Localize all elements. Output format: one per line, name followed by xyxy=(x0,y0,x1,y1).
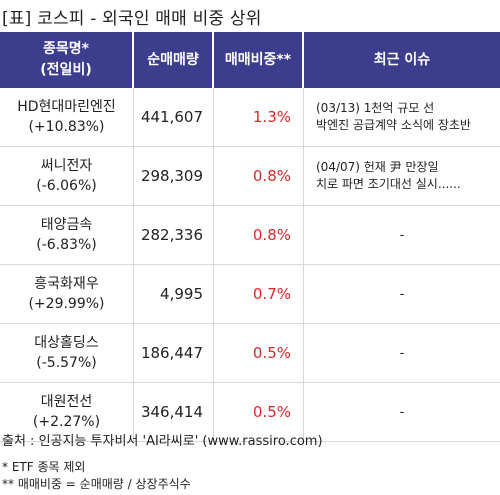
trade-ratio: 0.5% xyxy=(214,383,304,441)
trade-ratio: 0.8% xyxy=(214,206,304,264)
stock-cell: 흥국화재우 (+29.99%) xyxy=(0,265,134,323)
foreign-trading-table: 종목명* (전일비) 순매매량 매매비중** 최근 이슈 HD현대마린엔진 (+… xyxy=(0,32,500,442)
stock-change: (-6.83%) xyxy=(36,237,97,253)
header-net-volume: 순매매량 xyxy=(134,32,214,88)
stock-change: (+29.99%) xyxy=(28,296,105,312)
net-volume: 282,336 xyxy=(134,206,214,264)
stock-name: 대원전선 xyxy=(40,394,93,410)
table-row: 써니전자 (-6.06%) 298,309 0.8% (04/07) 헌재 尹 … xyxy=(0,147,500,206)
stock-cell: 대원전선 (+2.27%) xyxy=(0,383,134,441)
table-header: 종목명* (전일비) 순매매량 매매비중** 최근 이슈 xyxy=(0,32,500,88)
stock-change: (-6.06%) xyxy=(36,178,97,194)
recent-issue: (04/07) 헌재 尹 만장일 치로 파면 조기대선 실시...... xyxy=(304,147,500,205)
trade-ratio: 0.8% xyxy=(214,147,304,205)
stock-cell: 태양금속 (-6.83%) xyxy=(0,206,134,264)
net-volume: 4,995 xyxy=(134,265,214,323)
issue-text: - xyxy=(399,345,405,361)
issue-text: - xyxy=(399,286,405,302)
stock-cell: 써니전자 (-6.06%) xyxy=(0,147,134,205)
stock-change: (-5.57%) xyxy=(36,355,97,371)
net-volume: 186,447 xyxy=(134,324,214,382)
header-stock-name: 종목명* (전일비) xyxy=(0,32,134,88)
net-volume: 441,607 xyxy=(134,88,214,146)
stock-name: HD현대마린엔진 xyxy=(17,99,116,115)
stock-cell: HD현대마린엔진 (+10.83%) xyxy=(0,88,134,146)
header-recent-issue: 최근 이슈 xyxy=(304,32,500,88)
net-volume: 298,309 xyxy=(134,147,214,205)
table-row: 대원전선 (+2.27%) 346,414 0.5% - xyxy=(0,383,500,442)
stock-change: (+10.83%) xyxy=(28,119,105,135)
recent-issue: - xyxy=(304,324,500,382)
recent-issue: - xyxy=(304,265,500,323)
table-row: 대상홀딩스 (-5.57%) 186,447 0.5% - xyxy=(0,324,500,383)
stock-name: 흥국화재우 xyxy=(34,276,99,292)
stock-name: 태양금속 xyxy=(40,217,93,233)
trade-ratio: 1.3% xyxy=(214,88,304,146)
issue-text: (03/13) 1천억 규모 선 박엔진 공급계약 소식에 장초반 xyxy=(316,101,471,132)
net-volume: 346,414 xyxy=(134,383,214,441)
trade-ratio: 0.7% xyxy=(214,265,304,323)
issue-text: - xyxy=(399,227,405,243)
table-row: HD현대마린엔진 (+10.83%) 441,607 1.3% (03/13) … xyxy=(0,88,500,147)
trade-ratio: 0.5% xyxy=(214,324,304,382)
recent-issue: (03/13) 1천억 규모 선 박엔진 공급계약 소식에 장초반 xyxy=(304,88,500,146)
header-trade-ratio: 매매비중** xyxy=(214,32,304,88)
table-row: 흥국화재우 (+29.99%) 4,995 0.7% - xyxy=(0,265,500,324)
footnote-etf: * ETF 종목 제외 xyxy=(2,460,86,474)
source-credit: 출처 : 인공지능 투자비서 'AI라씨로' (www.rassiro.com) xyxy=(2,434,323,449)
issue-text: (04/07) 헌재 尹 만장일 치로 파면 조기대선 실시...... xyxy=(316,160,461,191)
footnote-ratio: ** 매매비중 = 순매매량 / 상장주식수 xyxy=(2,477,191,491)
issue-text: - xyxy=(399,404,405,420)
recent-issue: - xyxy=(304,206,500,264)
table-row: 태양금속 (-6.83%) 282,336 0.8% - xyxy=(0,206,500,265)
page-title: [표] 코스피 - 외국인 매매 비중 상위 xyxy=(2,9,262,29)
stock-name: 대상홀딩스 xyxy=(34,335,99,351)
stock-cell: 대상홀딩스 (-5.57%) xyxy=(0,324,134,382)
stock-change: (+2.27%) xyxy=(32,414,101,430)
stock-name: 써니전자 xyxy=(40,158,93,174)
recent-issue: - xyxy=(304,383,500,441)
